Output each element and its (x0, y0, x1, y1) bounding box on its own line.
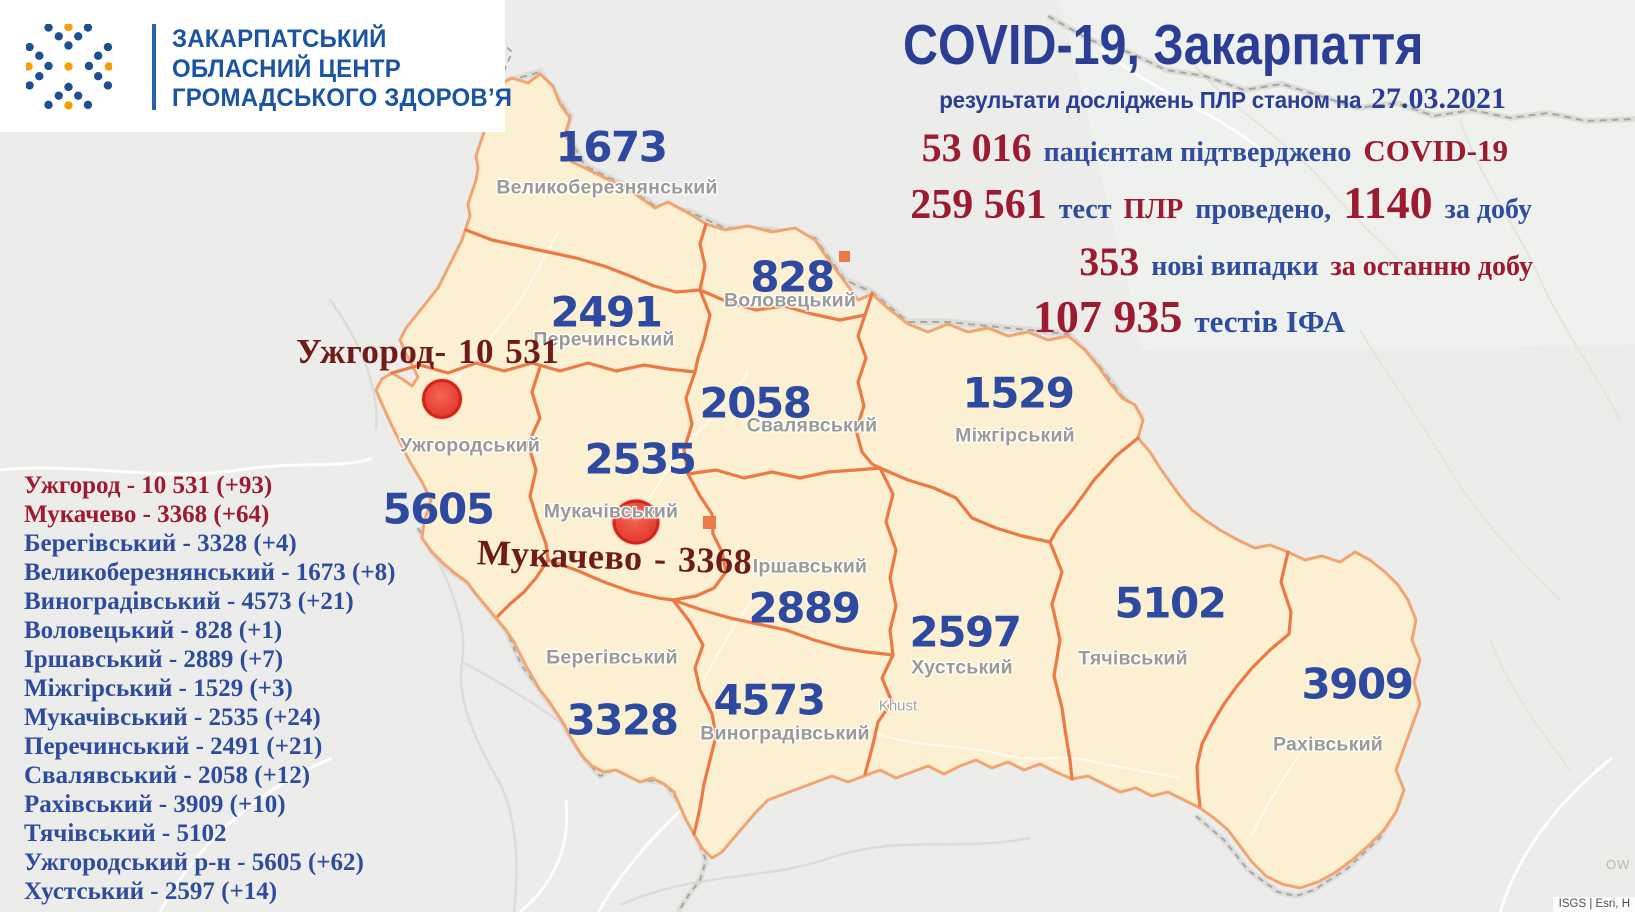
list-item: Воловецький - 828 (+1) (24, 617, 283, 644)
health-center-logo-icon (26, 24, 112, 110)
district-number-irshavsky: 2889 (748, 583, 861, 633)
new-cases-value: 353 (1079, 239, 1140, 284)
header-panel: ЗАКАРПАТСЬКИЙ ОБЛАСНИЙ ЦЕНТР ГРОМАДСЬКОГ… (0, 0, 512, 132)
stat-new-cases: 353 нові випадки за останню добу (1079, 238, 1533, 285)
list-item: Виноградівський - 4573 (+21) (24, 588, 354, 615)
list-item: Хустський - 2597 (+14) (24, 878, 278, 905)
map-attribution: ISGS | Esri, H (1552, 897, 1635, 912)
new-cases-label: нові випадки (1151, 251, 1319, 282)
district-label-khustsky: Хустський (911, 656, 1013, 679)
list-item: Рахівський - 3909 (+10) (24, 791, 286, 818)
district-label-volovetsky: Воловецький (723, 289, 857, 312)
district-label-svaliavsky: Свалявський (746, 414, 878, 437)
confirmed-suffix: COVID-19 (1363, 133, 1508, 168)
district-number-svaliavsky: 2058 (699, 378, 812, 428)
stat-tests: 259 561 тест ПЛР проведено, 1140 за добу (910, 176, 1532, 229)
list-item: Тячівський - 5102 (24, 820, 227, 847)
mukachevo-city-marker (612, 499, 660, 545)
background-place-label: OW (1606, 857, 1631, 872)
map-rivers (328, 299, 1031, 912)
org-name-line1: ЗАКАРПАТСЬКИЙ (172, 25, 387, 53)
tests-daily-value: 1140 (1343, 177, 1433, 228)
page-title: COVID-19, Закарпаття (903, 13, 1424, 77)
district-number-tiachivsky: 5102 (1114, 578, 1227, 628)
list-item: Ужгородський р-н - 5605 (+62) (24, 849, 364, 876)
new-cases-suffix: за останню добу (1330, 251, 1533, 282)
district-label-velykoberezniansky: Великоберезнянський (496, 176, 718, 199)
district-number-rakhivsky: 3909 (1301, 659, 1414, 709)
stat-ifa-tests: 107 935 тестів ІФА (1033, 290, 1345, 343)
district-number-velykoberezniansky: 1673 (555, 122, 668, 172)
district-label-mukachivsky: Мукачівський (543, 500, 679, 523)
tests-word3: проведено, (1195, 194, 1332, 225)
district-label-irshavsky: Іршавський (752, 555, 868, 578)
ifa-label: тестів ІФА (1194, 304, 1345, 339)
stat-confirmed: 53 016 пацієнтам підтверджено COVID-19 (922, 124, 1508, 171)
district-label-vynohradivsky: Виноградівський (700, 722, 870, 745)
district-label-perechynsky: Перечинський (533, 328, 675, 351)
district-number-perechynsky: 2491 (550, 287, 663, 337)
district-number-berehivsky: 3328 (566, 695, 679, 745)
list-item: Міжгірський - 1529 (+3) (24, 675, 293, 702)
logo-separator (152, 24, 156, 110)
district-number-volovetsky: 828 (750, 252, 835, 302)
district-number-mukachivsky: 2535 (584, 434, 697, 484)
district-number-mizhhirsky: 1529 (962, 368, 1075, 418)
list-item: Мукачівський - 2535 (+24) (24, 704, 321, 731)
report-date: 27.03.2021 (1371, 82, 1506, 115)
subtitle-text: результати досліджень ПЛР станом на (938, 87, 1361, 113)
org-name-line3: ГРОМАДСЬКОГО ЗДОРОВ’Я (172, 84, 513, 112)
confirmed-label: пацієнтам підтверджено (1043, 137, 1352, 168)
district-number-uzhhorodsky: 5605 (382, 484, 495, 534)
org-name-line2: ОБЛАСНИЙ ЦЕНТР (172, 54, 401, 83)
org-name: ЗАКАРПАТСЬКИЙ ОБЛАСНИЙ ЦЕНТР ГРОМАДСЬКОГ… (172, 25, 512, 114)
district-number-vynohradivsky: 4573 (713, 675, 826, 725)
district-case-list: Ужгород - 10 531 (+93) Мукачево - 3368 (… (24, 471, 395, 906)
page-subtitle: результати досліджень ПЛР станом на 27.0… (917, 82, 1506, 116)
list-item: Перечинський - 2491 (+21) (24, 733, 323, 760)
list-item: Ужгород - 10 531 (+93) (24, 472, 273, 499)
khust-city-label: Khust (878, 697, 918, 715)
confirmed-value: 53 016 (921, 125, 1032, 170)
list-item: Великоберезнянський - 1673 (+8) (24, 559, 396, 586)
district-number-khustsky: 2597 (909, 607, 1022, 657)
tests-word1: тест (1058, 194, 1112, 225)
tests-daily-label: за добу (1444, 194, 1532, 225)
district-label-mizhhirsky: Міжгірський (955, 424, 1075, 447)
uzhhorod-annotation: Ужгород- 10 531 (296, 332, 560, 371)
district-label-berehivsky: Берегівський (546, 646, 678, 669)
list-item: Іршавський - 2889 (+7) (24, 646, 284, 673)
uzhhorod-city-marker (422, 379, 462, 419)
tests-value: 259 561 (910, 182, 1047, 228)
ifa-value: 107 935 (1032, 291, 1183, 342)
list-item: Свалявський - 2058 (+12) (24, 762, 311, 789)
list-item: Мукачево - 3368 (+64) (24, 501, 270, 528)
tests-word2: ПЛР (1123, 194, 1184, 225)
list-item: Берегівський - 3328 (+4) (24, 530, 297, 557)
district-borders (390, 222, 1293, 836)
district-label-rakhivsky: Рахівський (1273, 733, 1383, 756)
district-label-uzhhorodsky: Ужгородський (399, 434, 541, 457)
district-label-tiachivsky: Тячівський (1078, 647, 1188, 670)
